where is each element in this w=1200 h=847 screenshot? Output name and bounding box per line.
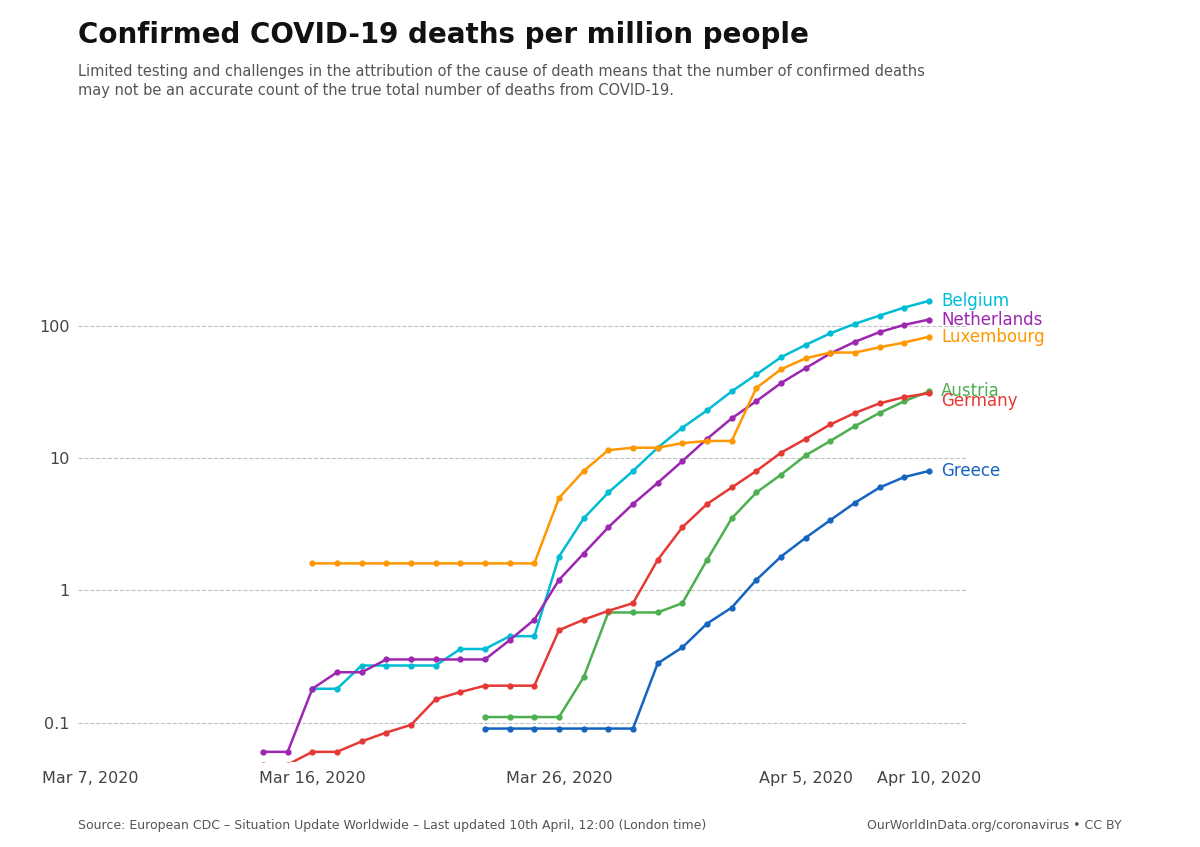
Text: Our World: Our World <box>1061 37 1136 50</box>
Text: in Data: in Data <box>1072 63 1126 76</box>
Text: Austria: Austria <box>941 382 1000 401</box>
Text: Greece: Greece <box>941 462 1001 480</box>
Text: Germany: Germany <box>941 392 1018 410</box>
Text: Belgium: Belgium <box>941 292 1009 310</box>
Text: Netherlands: Netherlands <box>941 311 1043 329</box>
Text: OurWorldInData.org/coronavirus • CC BY: OurWorldInData.org/coronavirus • CC BY <box>868 819 1122 832</box>
Text: Confirmed COVID-19 deaths per million people: Confirmed COVID-19 deaths per million pe… <box>78 21 809 49</box>
Text: Limited testing and challenges in the attribution of the cause of death means th: Limited testing and challenges in the at… <box>78 64 925 98</box>
Text: Luxembourg: Luxembourg <box>941 328 1045 346</box>
Text: Source: European CDC – Situation Update Worldwide – Last updated 10th April, 12:: Source: European CDC – Situation Update … <box>78 819 707 832</box>
